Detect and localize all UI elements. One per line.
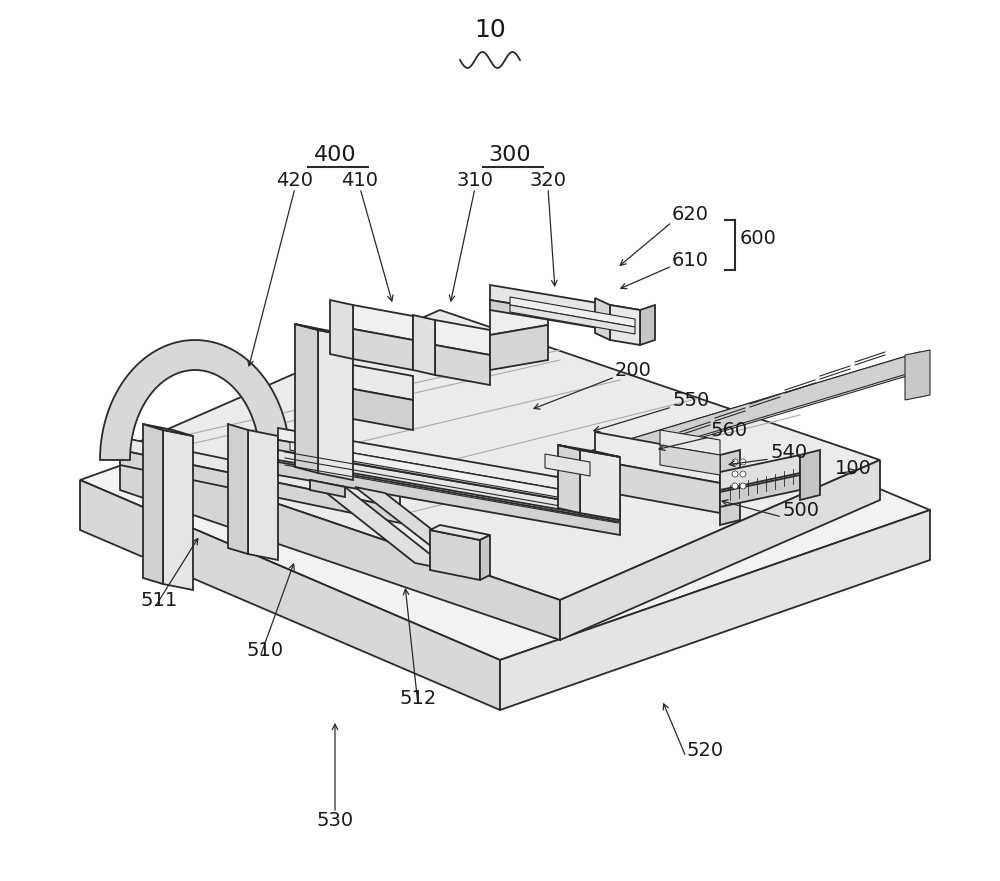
Polygon shape xyxy=(660,430,720,455)
Polygon shape xyxy=(500,510,930,710)
Polygon shape xyxy=(490,325,548,370)
Circle shape xyxy=(732,459,738,465)
Polygon shape xyxy=(720,450,740,525)
Polygon shape xyxy=(720,475,800,507)
Polygon shape xyxy=(560,352,920,478)
Text: 510: 510 xyxy=(247,640,284,660)
Circle shape xyxy=(740,459,746,465)
Polygon shape xyxy=(510,297,635,327)
Text: 100: 100 xyxy=(835,458,872,478)
Text: 400: 400 xyxy=(314,145,356,165)
Circle shape xyxy=(732,483,738,489)
Polygon shape xyxy=(100,340,290,460)
Polygon shape xyxy=(580,450,620,520)
Polygon shape xyxy=(143,424,193,436)
Polygon shape xyxy=(295,324,318,473)
Text: 512: 512 xyxy=(399,688,437,707)
Polygon shape xyxy=(430,530,480,580)
Polygon shape xyxy=(295,324,353,337)
Text: 420: 420 xyxy=(276,171,314,189)
Polygon shape xyxy=(430,525,490,540)
Polygon shape xyxy=(610,305,640,345)
Polygon shape xyxy=(435,320,490,355)
Polygon shape xyxy=(560,352,920,480)
Polygon shape xyxy=(490,300,640,335)
Text: 10: 10 xyxy=(474,18,506,42)
Text: 600: 600 xyxy=(740,228,777,248)
Polygon shape xyxy=(558,445,580,513)
Polygon shape xyxy=(353,305,413,340)
Polygon shape xyxy=(310,480,450,570)
Polygon shape xyxy=(143,424,163,584)
Polygon shape xyxy=(353,389,413,430)
Polygon shape xyxy=(595,298,610,340)
Polygon shape xyxy=(560,460,880,640)
Polygon shape xyxy=(290,442,620,508)
Text: 500: 500 xyxy=(782,500,819,520)
Polygon shape xyxy=(435,345,490,385)
Polygon shape xyxy=(558,445,620,457)
Polygon shape xyxy=(228,424,248,554)
Polygon shape xyxy=(120,450,560,640)
Polygon shape xyxy=(330,300,353,359)
Text: 560: 560 xyxy=(710,420,747,440)
Circle shape xyxy=(740,483,746,489)
Polygon shape xyxy=(545,454,590,476)
Polygon shape xyxy=(318,330,353,480)
Polygon shape xyxy=(595,432,720,483)
Polygon shape xyxy=(660,445,720,475)
Text: 550: 550 xyxy=(672,390,709,410)
Text: 310: 310 xyxy=(456,171,494,189)
Text: 540: 540 xyxy=(770,442,807,462)
Polygon shape xyxy=(80,480,500,710)
Polygon shape xyxy=(310,480,345,497)
Text: 200: 200 xyxy=(615,360,652,380)
Text: 520: 520 xyxy=(686,741,723,759)
Polygon shape xyxy=(120,310,880,600)
Polygon shape xyxy=(120,450,400,523)
Polygon shape xyxy=(278,462,620,535)
Text: 410: 410 xyxy=(342,171,378,189)
Circle shape xyxy=(732,471,738,477)
Text: 530: 530 xyxy=(316,811,354,830)
Polygon shape xyxy=(800,450,820,500)
Polygon shape xyxy=(278,428,620,500)
Polygon shape xyxy=(355,487,480,567)
Text: 620: 620 xyxy=(672,205,709,225)
Polygon shape xyxy=(353,365,413,400)
Polygon shape xyxy=(905,350,930,400)
Polygon shape xyxy=(510,305,635,334)
Polygon shape xyxy=(490,300,548,335)
Polygon shape xyxy=(720,455,800,490)
Polygon shape xyxy=(278,440,620,515)
Text: 300: 300 xyxy=(489,145,531,165)
Polygon shape xyxy=(480,535,490,580)
Polygon shape xyxy=(353,329,413,370)
Polygon shape xyxy=(120,437,400,508)
Text: 610: 610 xyxy=(672,250,709,270)
Circle shape xyxy=(740,471,746,477)
Text: 511: 511 xyxy=(140,590,177,610)
Polygon shape xyxy=(278,450,620,520)
Polygon shape xyxy=(490,285,640,325)
Polygon shape xyxy=(248,430,278,560)
Polygon shape xyxy=(413,315,435,375)
Text: 320: 320 xyxy=(530,171,566,189)
Polygon shape xyxy=(80,330,930,660)
Polygon shape xyxy=(640,305,655,345)
Polygon shape xyxy=(163,430,193,590)
Polygon shape xyxy=(595,460,720,513)
